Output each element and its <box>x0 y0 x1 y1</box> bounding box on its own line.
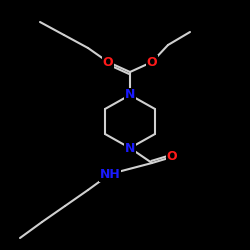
Text: N: N <box>125 88 135 102</box>
Text: N: N <box>125 142 135 154</box>
Text: O: O <box>147 56 157 68</box>
Text: O: O <box>167 150 177 164</box>
Text: NH: NH <box>100 168 120 180</box>
Text: O: O <box>103 56 113 68</box>
